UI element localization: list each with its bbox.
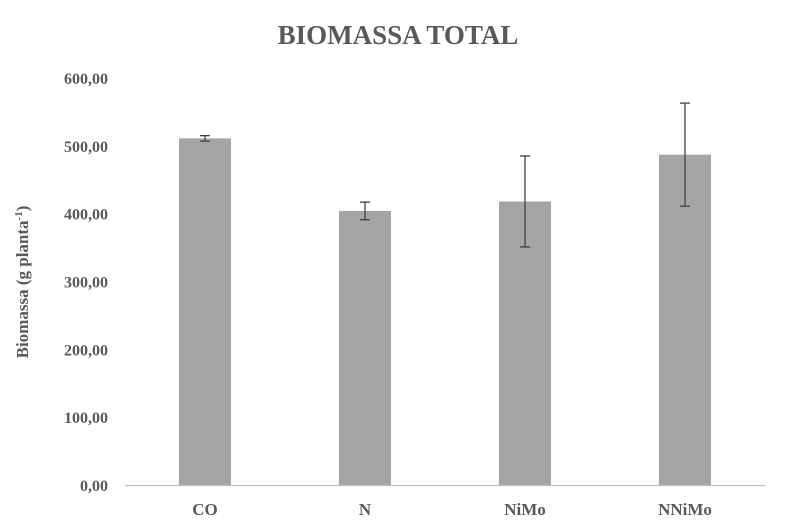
y-tick-label: 100,00: [64, 410, 108, 427]
bar-nimo: [499, 201, 551, 485]
x-tick-label: NNiMo: [658, 500, 712, 519]
bar-series: [179, 138, 711, 485]
y-axis-label-superscript: -1: [13, 211, 25, 220]
y-tick-label: 300,00: [64, 275, 108, 292]
x-tick-label: CO: [192, 500, 218, 519]
x-axis-ticks: CO N NiMo NNiMo: [192, 500, 712, 519]
y-tick-label: 600,00: [64, 71, 108, 88]
x-tick-label: NiMo: [504, 500, 546, 519]
y-tick-label: 400,00: [64, 207, 108, 224]
chart-title: BIOMASSA TOTAL: [278, 20, 519, 50]
y-axis-label-main: Biomassa (g planta: [13, 220, 32, 358]
error-bar-series: [200, 102, 690, 248]
y-tick-label: 200,00: [64, 342, 108, 359]
y-axis-label-close: ): [13, 206, 32, 212]
bar-n: [339, 210, 391, 485]
y-axis-label: Biomassa (g planta-1): [13, 206, 32, 359]
bar-nnimo: [659, 154, 711, 485]
bar-co: [179, 138, 231, 485]
y-tick-label: 500,00: [64, 139, 108, 156]
y-tick-label: 0,00: [80, 478, 108, 495]
y-axis-ticks: 0,00 100,00 200,00 300,00 400,00 500,00 600,00: [64, 71, 108, 495]
x-tick-label: N: [359, 500, 372, 519]
